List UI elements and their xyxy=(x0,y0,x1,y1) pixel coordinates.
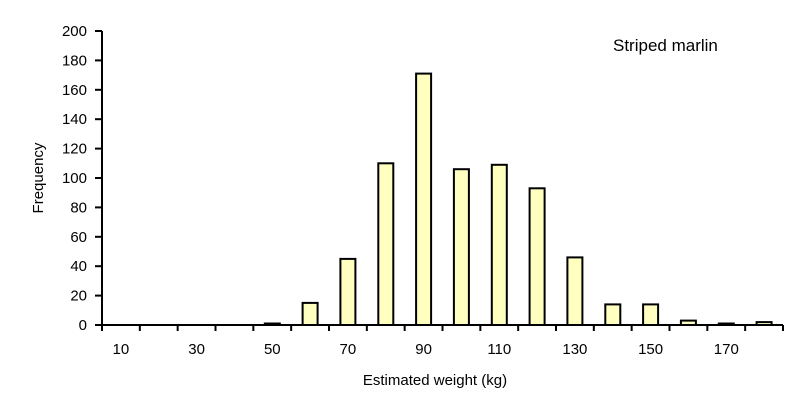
bar-90 xyxy=(415,72,433,326)
y-tick-label: 60 xyxy=(70,229,87,246)
x-tick-label: 150 xyxy=(638,341,663,358)
y-tick-label: 120 xyxy=(62,141,87,158)
y-tick-label: 40 xyxy=(70,258,87,275)
x-tick-label: 90 xyxy=(415,341,432,358)
x-axis-ticks: 10 30 50 70 90 110 130 150 170 xyxy=(101,325,784,358)
y-tick-label: 0 xyxy=(79,317,87,334)
y-tick-label: 20 xyxy=(70,288,87,305)
bar-100 xyxy=(452,168,470,326)
x-tick-label: 130 xyxy=(562,341,587,358)
y-axis-title: Frequency xyxy=(30,142,47,213)
x-tick-label: 170 xyxy=(714,341,739,358)
y-tick-label: 160 xyxy=(62,82,87,99)
bar-70 xyxy=(339,257,357,326)
bar-60 xyxy=(301,301,319,326)
y-axis-ticks: 0 20 40 60 80 100 120 140 160 180 200 xyxy=(62,23,102,334)
bar-80 xyxy=(377,162,395,326)
x-axis-title: Estimated weight (kg) xyxy=(363,372,507,389)
y-tick-label: 100 xyxy=(62,170,87,187)
x-tick-label: 70 xyxy=(340,341,357,358)
y-tick-label: 140 xyxy=(62,111,87,128)
x-tick-label: 10 xyxy=(113,341,130,358)
bar-130 xyxy=(566,256,584,326)
x-tick-label: 50 xyxy=(264,341,281,358)
bar-120 xyxy=(528,187,546,326)
bars-group xyxy=(263,72,773,327)
x-tick-label: 30 xyxy=(188,341,205,358)
x-tick-label: 110 xyxy=(487,341,511,358)
chart-title: Striped marlin xyxy=(613,36,718,55)
bar-110 xyxy=(490,163,508,326)
bar-140 xyxy=(604,303,622,326)
bar-150 xyxy=(642,303,660,326)
y-tick-label: 200 xyxy=(62,23,87,40)
y-tick-label: 180 xyxy=(62,52,87,69)
y-tick-label: 80 xyxy=(70,199,87,216)
